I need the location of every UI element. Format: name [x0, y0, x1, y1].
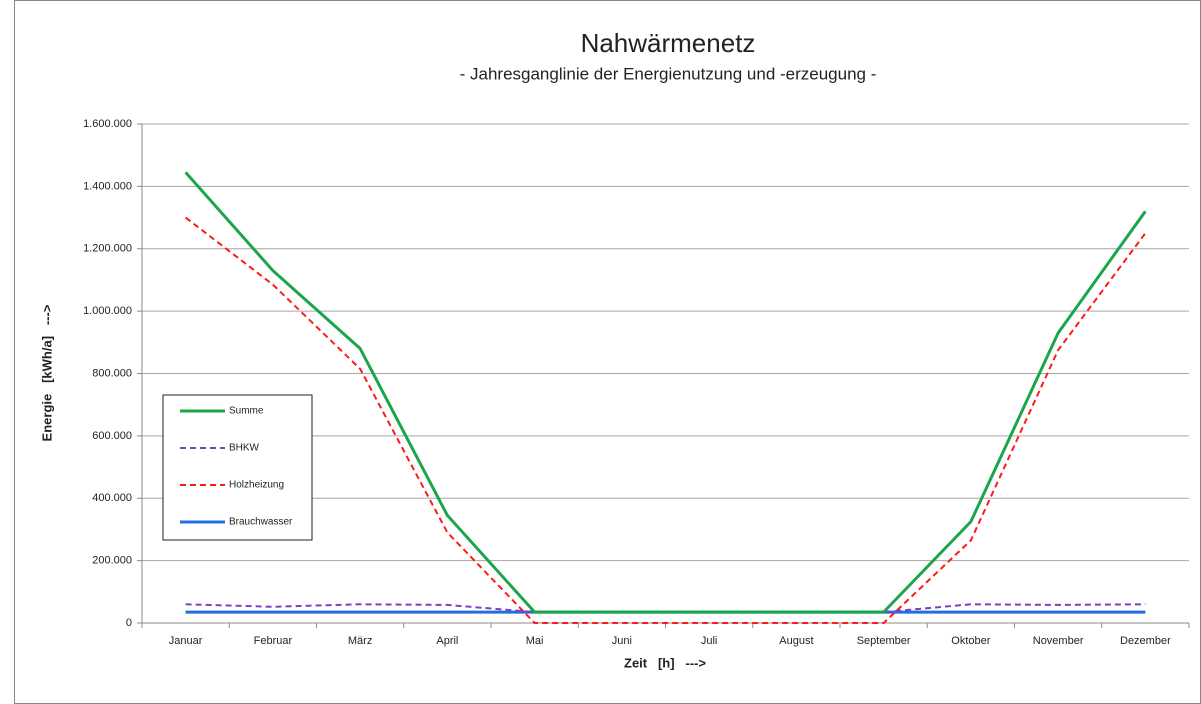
series-line [185, 216, 1147, 624]
y-tick-label: 1.000.000 [83, 305, 132, 317]
x-tick-label: September [857, 635, 911, 647]
x-tick-label: Oktober [951, 635, 990, 647]
x-tick-label: Juni [612, 635, 632, 647]
legend-label: BHKW [229, 443, 260, 454]
y-tick-label: 200.000 [92, 555, 132, 567]
x-tick-label: August [779, 635, 813, 647]
series-line [184, 171, 1147, 614]
x-tick-label: Juli [701, 635, 718, 647]
chart-subtitle: - Jahresganglinie der Energienutzung und… [460, 64, 877, 83]
legend-label: Summe [229, 406, 264, 417]
y-tick-label: 1.400.000 [83, 180, 132, 192]
y-tick-label: 1.600.000 [83, 118, 132, 130]
x-tick-label: Mai [526, 635, 544, 647]
legend-label: Brauchwasser [229, 517, 293, 528]
chart-frame [14, 0, 1201, 704]
legend-box [162, 394, 313, 541]
y-tick-label: 600.000 [92, 430, 132, 442]
x-tick-label: April [436, 635, 458, 647]
chart-title: Nahwärmenetz [581, 28, 756, 58]
x-tick-label: Februar [254, 635, 293, 647]
x-tick-label: November [1033, 635, 1084, 647]
x-axis-title: Zeit [h] ---> [624, 655, 706, 670]
x-tick-label: Januar [169, 635, 203, 647]
x-tick-label: März [348, 635, 372, 647]
x-tick-label: Dezember [1120, 635, 1171, 647]
y-tick-label: 1.200.000 [83, 243, 132, 255]
y-tick-label: 400.000 [92, 492, 132, 504]
y-tick-label: 800.000 [92, 367, 132, 379]
y-tick-label: 0 [126, 617, 132, 629]
legend-label: Holzheizung [229, 480, 284, 491]
y-axis-title: Energie [kWh/a] ---> [39, 304, 54, 441]
